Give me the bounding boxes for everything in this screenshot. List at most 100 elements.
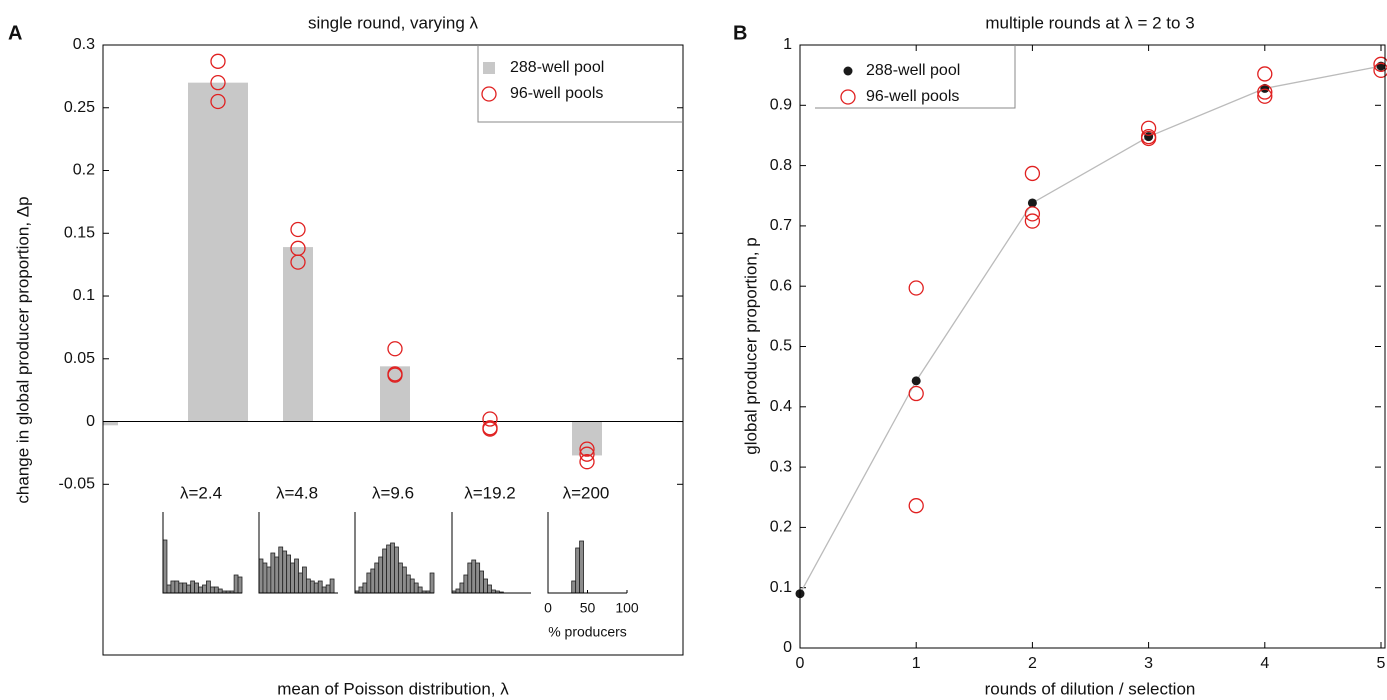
inset-bar bbox=[571, 580, 577, 594]
inset-bar bbox=[174, 580, 180, 594]
inset-bar bbox=[206, 580, 211, 594]
inset-bar bbox=[483, 578, 488, 594]
plot-frame bbox=[102, 44, 684, 656]
inset-bar bbox=[405, 574, 411, 594]
inset-title: λ=19.2 bbox=[464, 483, 516, 502]
inset-axes bbox=[162, 512, 242, 594]
y-axis-label: global producer proportion, p bbox=[741, 237, 760, 454]
legend-label: 288-well pool bbox=[510, 59, 604, 76]
inset-bar bbox=[429, 572, 435, 594]
marker bbox=[1140, 120, 1157, 136]
y-tick-label: 0 bbox=[86, 413, 95, 430]
marker bbox=[210, 53, 226, 69]
plot-frame bbox=[799, 44, 1386, 649]
inset-bar bbox=[258, 558, 264, 594]
marker bbox=[1373, 62, 1387, 78]
inset-bar bbox=[394, 546, 399, 594]
legend-swatch bbox=[481, 86, 497, 102]
inset-bar bbox=[198, 586, 203, 594]
y-tick-label: 0.3 bbox=[770, 458, 792, 475]
y-tick-label: 0 bbox=[783, 639, 792, 656]
marker bbox=[579, 454, 595, 470]
marker bbox=[1140, 130, 1157, 147]
marker bbox=[1144, 132, 1154, 142]
inset-bar bbox=[286, 554, 291, 594]
chart-title: single round, varying λ bbox=[308, 13, 479, 32]
y-tick-label: -0.05 bbox=[59, 476, 96, 493]
marker bbox=[908, 280, 924, 296]
y-tick-label: 0.1 bbox=[73, 287, 95, 304]
y-tick-label: 0.8 bbox=[770, 157, 792, 174]
bar bbox=[572, 421, 602, 456]
marker bbox=[482, 420, 498, 436]
inset-tick-label: 0 bbox=[544, 600, 552, 616]
y-tick-label: 0.4 bbox=[770, 398, 792, 415]
inset-bar bbox=[366, 572, 372, 594]
inset-bar bbox=[202, 584, 207, 594]
y-tick-label: 0.7 bbox=[770, 217, 792, 234]
marker bbox=[579, 446, 595, 462]
inset-bar bbox=[386, 544, 391, 594]
y-tick-label: 0.15 bbox=[64, 224, 95, 241]
marker bbox=[1260, 83, 1270, 93]
inset-bar bbox=[217, 588, 223, 594]
inset-bar bbox=[475, 562, 481, 594]
inset-bar bbox=[467, 562, 473, 594]
marker bbox=[1257, 84, 1273, 100]
inset-bar bbox=[190, 580, 195, 594]
marker bbox=[290, 221, 306, 238]
inset-bar bbox=[378, 556, 384, 594]
inset-bar bbox=[178, 582, 184, 594]
inset-axes bbox=[451, 512, 531, 594]
inset-bar bbox=[317, 580, 323, 594]
inset-bar bbox=[413, 582, 419, 594]
bar bbox=[283, 247, 313, 422]
y-tick-label: 1 bbox=[783, 36, 792, 53]
legend-label: 96-well pools bbox=[866, 88, 959, 105]
marker bbox=[1024, 206, 1041, 222]
marker bbox=[1027, 198, 1037, 208]
inset-bar bbox=[294, 558, 299, 594]
inset-bar bbox=[471, 559, 477, 594]
legend-frame bbox=[477, 45, 683, 123]
inset-bar bbox=[575, 547, 581, 594]
y-tick-label: 0.3 bbox=[73, 36, 95, 53]
x-tick-label: 4 bbox=[1260, 655, 1269, 672]
marker bbox=[1024, 213, 1041, 229]
y-tick-label: 0.25 bbox=[64, 99, 95, 116]
inset-bar bbox=[298, 572, 303, 594]
inset-bar bbox=[262, 562, 268, 594]
inset-bar bbox=[329, 578, 335, 594]
inset-bar bbox=[194, 582, 199, 594]
inset-bar bbox=[182, 582, 188, 594]
inset-bar bbox=[374, 562, 380, 594]
inset-bar bbox=[321, 586, 327, 594]
marker bbox=[911, 376, 921, 386]
y-tick-label: 0.5 bbox=[770, 338, 792, 355]
marker bbox=[387, 341, 403, 357]
inset-bar bbox=[390, 542, 395, 594]
inset-bar bbox=[382, 548, 387, 594]
inset-bar bbox=[209, 586, 215, 594]
inset-title: λ=2.4 bbox=[180, 483, 222, 502]
panel-label: B bbox=[733, 22, 747, 44]
inset-bar bbox=[162, 539, 168, 594]
marker bbox=[482, 411, 498, 427]
inset-bar bbox=[170, 580, 176, 594]
marker bbox=[210, 75, 226, 91]
legend-label: 96-well pools bbox=[510, 85, 603, 102]
marker bbox=[908, 498, 924, 514]
inset-bar bbox=[309, 580, 315, 594]
marker bbox=[482, 421, 498, 437]
marker bbox=[908, 385, 924, 402]
inset-bar bbox=[325, 584, 331, 594]
legend-swatch bbox=[843, 66, 853, 76]
bar bbox=[188, 82, 248, 422]
marker bbox=[387, 367, 403, 383]
inset-tick-label: 100 bbox=[615, 600, 639, 616]
bar bbox=[380, 366, 410, 422]
inset-bar bbox=[455, 588, 461, 594]
bar bbox=[103, 421, 118, 426]
inset-bar bbox=[290, 562, 295, 594]
